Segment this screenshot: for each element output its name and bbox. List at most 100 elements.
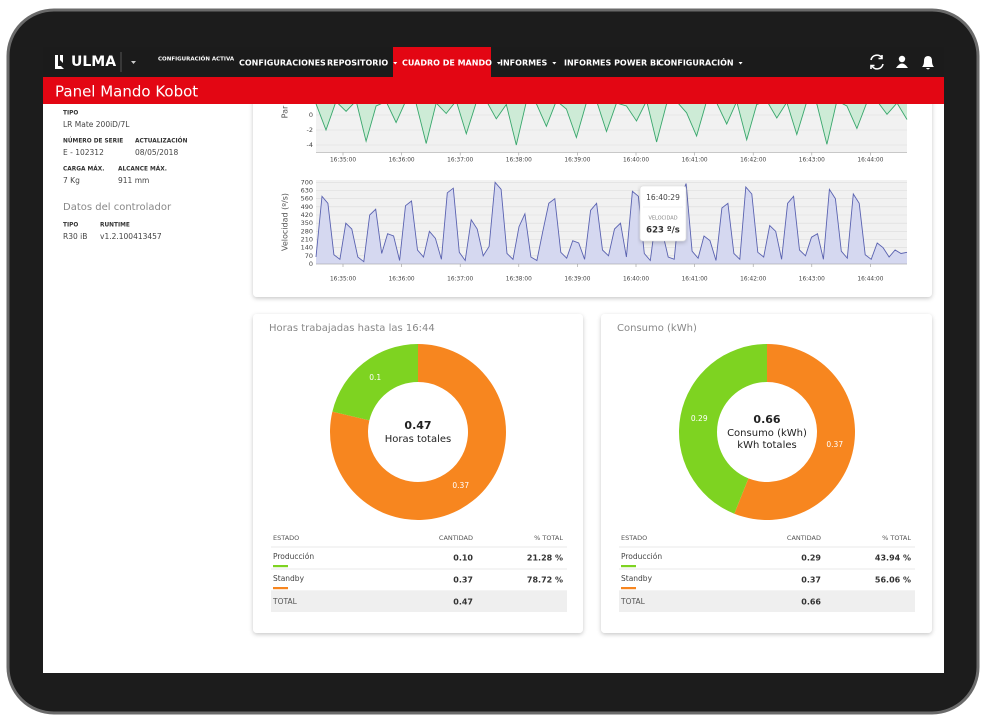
donut-slice: [734, 344, 856, 520]
nav-items: CONFIGURACIONES REPOSITORIO CUADRO DE MAND…: [239, 57, 743, 68]
field-label: ALCANCE MÁX.: [118, 166, 167, 173]
table-cell: 78.72 %: [527, 576, 563, 585]
field-label: ACTUALIZACIÓN: [135, 138, 188, 145]
center-label: Horas totales: [385, 434, 452, 445]
x-tick-label: 16:41:00: [682, 277, 708, 283]
x-tick-label: 16:35:00: [330, 158, 356, 164]
table-cell: 0.29: [801, 554, 821, 563]
nav-item[interactable]: INFORMES: [500, 59, 548, 68]
x-tick-label: 16:41:00: [682, 158, 708, 164]
tooltip: 16:40:29 VELOCIDAD 623 º/s: [639, 185, 687, 242]
field-value: v1.2.100413457: [100, 232, 162, 241]
x-tick-label: 16:43:00: [799, 277, 825, 283]
table-cell: 0.37: [801, 576, 821, 585]
field-label: RUNTIME: [100, 223, 130, 229]
tooltip-box: [639, 185, 687, 242]
nav-item[interactable]: CONFIGURACIÓN: [658, 57, 734, 68]
table-header: ESTADO: [273, 534, 299, 542]
y-tick-label: 700: [301, 178, 313, 186]
logo-icon: [55, 55, 64, 69]
total-row: [271, 591, 567, 612]
tooltip-time: 16:40:29: [646, 193, 680, 202]
x-tick-label: 16:37:00: [447, 277, 473, 283]
table-cell: TOTAL: [272, 597, 298, 606]
field-label: TIPO: [63, 111, 78, 117]
y-tick-label: -2: [307, 126, 313, 134]
legend-swatch: [621, 587, 636, 590]
refresh-arrows: [870, 55, 883, 69]
table-header: % TOTAL: [534, 534, 563, 542]
hours-card: [253, 314, 583, 633]
section-title: Datos del controlador: [63, 202, 172, 213]
logo-text: ULMA: [71, 54, 116, 70]
table-header: % TOTAL: [882, 534, 911, 542]
active-config-label: CONFIGURACIÓN ACTIVA: [158, 56, 235, 63]
x-tick-label: 16:37:00: [447, 158, 473, 164]
field-label: CARGA MÁX.: [63, 166, 104, 173]
area: [316, 104, 907, 145]
y-tick-label: 210: [301, 236, 313, 244]
table-cell: Standby: [273, 574, 305, 583]
x-tick-label: 16:36:00: [389, 277, 415, 283]
y-tick-label: 560: [301, 195, 313, 203]
donut-slice: [330, 344, 507, 520]
y-tick-label: 0: [309, 260, 313, 268]
navbar: [43, 47, 944, 77]
center-label: kWh totales: [737, 440, 796, 451]
torque_chart: -4 -2 0 16:35:00 16:36:00 16:37:00 16:38:00 16:…: [281, 104, 908, 164]
user-icon[interactable]: [898, 55, 906, 63]
page-title: Panel Mando Kobot: [55, 83, 198, 101]
table-cell: 0.37: [453, 576, 473, 585]
y-tick-label: 490: [301, 203, 313, 211]
y-tick-label: 0: [309, 111, 313, 119]
x-tick-label: 16:39:00: [564, 277, 590, 283]
table-cell: 0.47: [453, 598, 473, 607]
caret: [131, 61, 136, 64]
x-tick-label: 16:39:00: [564, 158, 590, 164]
donut-slice: [332, 344, 418, 421]
field-value: E - 102312: [63, 148, 104, 157]
field-value: 08/05/2018: [135, 148, 178, 157]
nav-item[interactable]: REPOSITORIO: [327, 59, 388, 68]
total-row: [619, 591, 915, 612]
x-tick-label: 16:44:00: [857, 277, 883, 283]
x-tick-label: 16:43:00: [799, 158, 825, 164]
nav-active-tab: [393, 47, 491, 77]
tooltip-value: 623 º/s: [646, 226, 680, 236]
card-title: Consumo (kWh): [617, 323, 697, 334]
table-header: CANTIDAD: [439, 534, 473, 542]
consumption-card: [601, 314, 932, 633]
table-cell: 56.06 %: [875, 576, 911, 585]
caret: [496, 62, 501, 65]
caret: [552, 62, 557, 65]
table-header: ESTADO: [621, 534, 647, 542]
nav-item[interactable]: INFORMES POWER BI: [564, 59, 659, 68]
table-cell: 21.28 %: [527, 554, 563, 563]
tooltip-label: VELOCIDAD: [648, 216, 677, 222]
x-tick-label: 16:38:00: [506, 158, 532, 164]
field-label: TIPO: [63, 223, 78, 229]
user-icon-body: [896, 63, 908, 68]
y-tick-label: 350: [301, 219, 313, 227]
x-tick-label: 16:44:00: [857, 158, 883, 164]
table-cell: Standby: [621, 574, 653, 583]
field-label: NÚMERO DE SERIE: [63, 138, 123, 145]
caret: [738, 62, 743, 65]
slice-label: 0.29: [691, 414, 708, 423]
y-tick-label: -4: [307, 141, 313, 149]
x-tick-label: 16:42:00: [740, 158, 766, 164]
y-tick-label: 630: [301, 187, 313, 195]
field-value: 7 Kg: [63, 176, 80, 185]
nav-item[interactable]: CONFIGURACIONES: [239, 59, 326, 68]
slice-label: 0.37: [826, 440, 843, 449]
table-header: CANTIDAD: [787, 534, 821, 542]
x-tick-label: 16:42:00: [740, 277, 766, 283]
slice-label: 0.37: [452, 481, 469, 490]
line: [315, 181, 908, 263]
y-tick-label: 420: [301, 211, 313, 219]
bell-icon[interactable]: [922, 56, 934, 70]
nav-item[interactable]: CUADRO DE MANDO: [402, 59, 492, 68]
x-tick-label: 16:36:00: [389, 158, 415, 164]
